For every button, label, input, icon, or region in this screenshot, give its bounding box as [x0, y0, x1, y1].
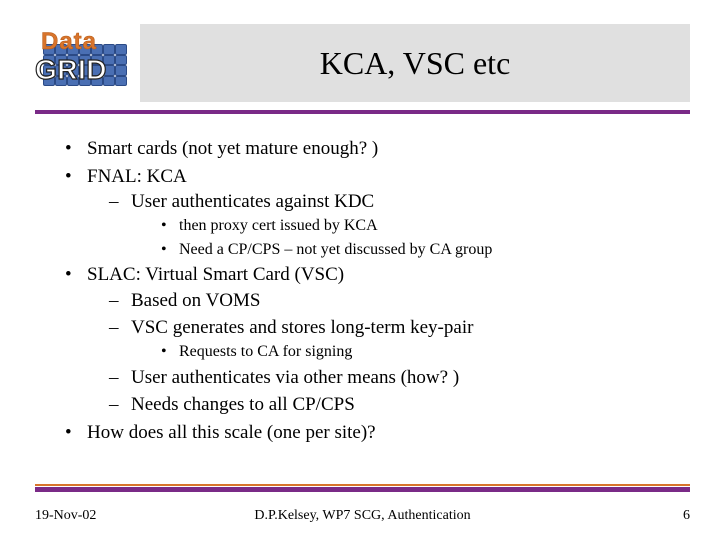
bullet-l2: Based on VOMS [109, 288, 690, 314]
bullet-text: Based on VOMS [131, 290, 261, 311]
bullet-l2: User authenticates via other means (how?… [109, 365, 690, 391]
bullet-text: User authenticates against KDC [131, 191, 374, 212]
bullet-l3: Need a CP/CPS – not yet discussed by CA … [161, 239, 690, 261]
footer: 19-Nov-02 D.P.Kelsey, WP7 SCG, Authentic… [35, 508, 690, 524]
bullet-l2: VSC generates and stores long-term key-p… [109, 315, 690, 362]
divider-top [35, 110, 690, 114]
bullet-text: Need a CP/CPS – not yet discussed by CA … [179, 241, 492, 258]
bullet-l3: then proxy cert issued by KCA [161, 215, 690, 237]
slide-body: Smart cards (not yet mature enough? ) FN… [0, 114, 720, 446]
bullet-text: SLAC: Virtual Smart Card (VSC) [87, 264, 344, 285]
header: Data GRID KCA, VSC etc [0, 0, 720, 114]
datagrid-logo: Data GRID [35, 28, 135, 86]
bullet-l1: FNAL: KCA User authenticates against KDC… [65, 164, 690, 260]
slide-title: KCA, VSC etc [320, 45, 511, 82]
bullet-text: User authenticates via other means (how?… [131, 367, 459, 388]
bullet-l1: How does all this scale (one per site)? [65, 420, 690, 446]
bullet-l1: Smart cards (not yet mature enough? ) [65, 136, 690, 162]
bullet-text: VSC generates and stores long-term key-p… [131, 317, 473, 338]
title-bar: KCA, VSC etc [140, 24, 690, 102]
bullet-l2: User authenticates against KDC then prox… [109, 189, 690, 260]
bullet-l1: SLAC: Virtual Smart Card (VSC) Based on … [65, 262, 690, 418]
divider-bottom [35, 487, 690, 492]
logo-text-top: Data [41, 28, 97, 56]
footer-center: D.P.Kelsey, WP7 SCG, Authentication [35, 508, 690, 524]
bullet-l3: Requests to CA for signing [161, 341, 690, 363]
bullet-text: FNAL: KCA [87, 166, 187, 187]
bullet-l2: Needs changes to all CP/CPS [109, 392, 690, 418]
bullet-text: then proxy cert issued by KCA [179, 217, 378, 234]
bullet-text: How does all this scale (one per site)? [87, 422, 376, 443]
bullet-text: Needs changes to all CP/CPS [131, 394, 355, 415]
logo-text-bottom: GRID [35, 54, 107, 86]
bullet-text: Smart cards (not yet mature enough? ) [87, 138, 378, 159]
bullet-text: Requests to CA for signing [179, 343, 352, 360]
